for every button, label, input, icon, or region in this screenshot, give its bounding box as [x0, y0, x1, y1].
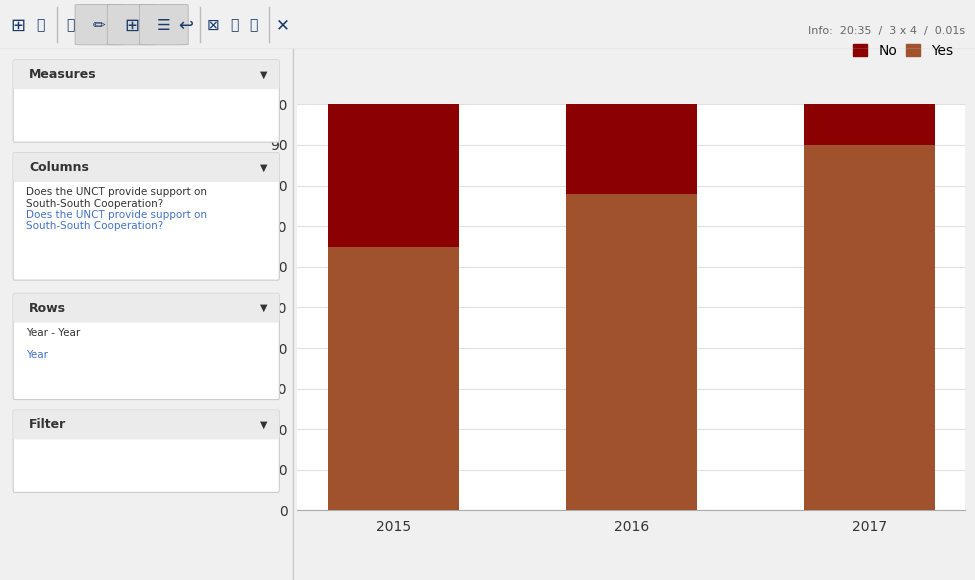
FancyBboxPatch shape	[14, 153, 280, 182]
Text: ⊠: ⊠	[206, 18, 219, 33]
Text: Filter: Filter	[29, 418, 66, 432]
FancyBboxPatch shape	[14, 60, 280, 89]
Text: Columns: Columns	[29, 161, 89, 174]
Text: Does the UNCT provide support on
South-South Cooperation?: Does the UNCT provide support on South-S…	[26, 209, 208, 231]
Text: ✏: ✏	[93, 18, 106, 33]
Text: Does the UNCT provide support on
South-South Cooperation?: Does the UNCT provide support on South-S…	[26, 187, 208, 209]
FancyBboxPatch shape	[14, 410, 280, 440]
FancyBboxPatch shape	[14, 60, 280, 142]
Text: ▼: ▼	[259, 70, 267, 79]
Text: Measures: Measures	[29, 68, 97, 81]
Text: 💾: 💾	[37, 19, 45, 32]
Bar	[804, 104, 935, 145]
Text: Rows: Rows	[29, 302, 66, 314]
Bar	[566, 194, 697, 510]
Text: ✕: ✕	[276, 17, 290, 35]
Text: Year: Year	[26, 350, 49, 360]
FancyBboxPatch shape	[14, 293, 280, 322]
Text: Info:  20:35  /  3 x 4  /  0.01s: Info: 20:35 / 3 x 4 / 0.01s	[808, 26, 965, 36]
FancyBboxPatch shape	[75, 5, 124, 45]
Text: ▼: ▼	[259, 420, 267, 430]
Bar	[804, 145, 935, 510]
Text: ⊞: ⊞	[124, 17, 139, 35]
Bar	[328, 246, 458, 510]
Text: 📄: 📄	[66, 19, 74, 32]
FancyBboxPatch shape	[14, 153, 280, 280]
Bar	[328, 104, 458, 246]
Text: ↩: ↩	[177, 17, 193, 35]
FancyBboxPatch shape	[14, 293, 280, 400]
Text: ☰: ☰	[157, 18, 171, 33]
Bar	[566, 104, 697, 194]
Text: 📋: 📋	[230, 19, 238, 32]
FancyBboxPatch shape	[139, 5, 188, 45]
Legend: No, Yes: No, Yes	[848, 38, 958, 63]
Text: ▼: ▼	[259, 303, 267, 313]
FancyBboxPatch shape	[14, 410, 280, 492]
FancyBboxPatch shape	[107, 5, 156, 45]
Text: Year - Year: Year - Year	[26, 328, 81, 338]
Text: 📄: 📄	[250, 19, 257, 32]
Text: ▼: ▼	[259, 162, 267, 172]
Text: ⊞: ⊞	[10, 17, 25, 35]
